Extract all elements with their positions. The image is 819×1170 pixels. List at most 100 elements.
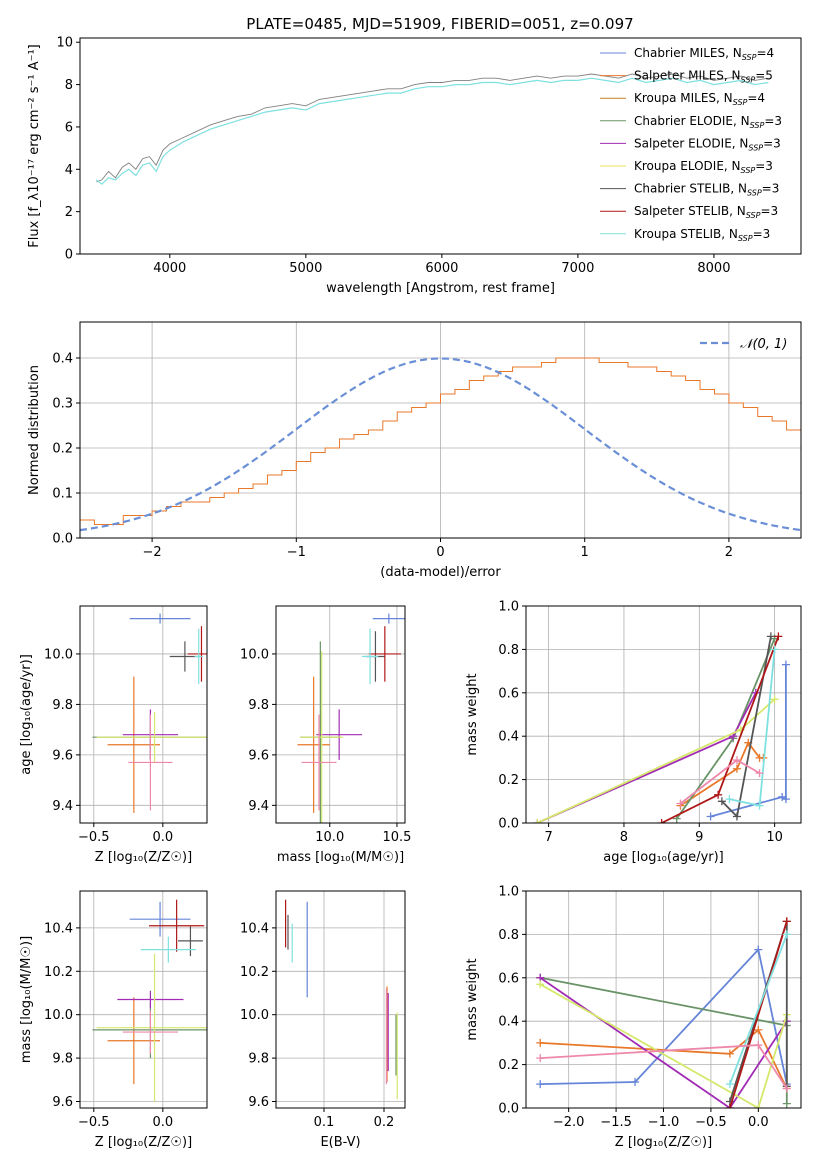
legend: Chabrier MILES, NSSP=4 Salpeter MILES, NS… [600, 46, 782, 243]
weight-marker [725, 1080, 734, 1089]
x-tick-label: 10.0 [315, 830, 344, 845]
plot-area [533, 632, 790, 823]
weight-marker [533, 819, 542, 823]
y-tick-label: 9.6 [248, 748, 269, 763]
y-axis-label: mass weight [465, 673, 480, 755]
weight-marker [782, 1099, 791, 1108]
weight-marker [781, 660, 790, 669]
spectrum-line-model [95, 77, 769, 185]
legend-label: Salpeter ELODIE, NSSP=3 [634, 136, 781, 152]
x-axis-label: (data-model)/error [380, 565, 501, 580]
x-axis-label: age [log₁₀(age/yr)] [603, 850, 724, 865]
weight-marker [732, 812, 741, 821]
x-tick-label: 0.0 [152, 1115, 173, 1130]
x-tick-label: 0.0 [748, 1115, 769, 1130]
weight-marker [782, 1084, 791, 1093]
panel-mass_vs_EBV: 0.1 0.2 9.6 9.8 10.0 10.2 10.4 E(B-V) [240, 890, 406, 1150]
weight-line-3 [539, 977, 788, 1108]
weight-marker [725, 1049, 734, 1058]
y-tick-label: 0.2 [52, 442, 73, 457]
weight-marker [732, 764, 741, 773]
y-tick-label: 6 [65, 120, 73, 135]
x-tick-label: 7 [544, 830, 552, 845]
y-tick-label: 2 [65, 205, 73, 220]
x-tick-label: −0.5 [695, 1115, 727, 1130]
y-axis-label: Normed distribution [27, 365, 42, 495]
weight-marker [536, 1080, 545, 1089]
weight-marker [717, 797, 726, 806]
x-tick-label: −1 [287, 545, 306, 560]
y-tick-label: 10.0 [44, 1008, 73, 1023]
y-tick-label: 9.4 [52, 799, 73, 814]
x-tick-label: −0.5 [78, 830, 110, 845]
weight-line-4 [539, 983, 788, 1108]
y-tick-label: 0.6 [498, 971, 519, 986]
x-tick-label: −1.0 [648, 1115, 680, 1130]
legend: 𝒩(0, 1) [700, 337, 787, 352]
y-tick-label: 0.2 [498, 1058, 519, 1073]
x-tick-label: 6000 [425, 261, 458, 276]
weight-marker [676, 799, 685, 808]
plot-area [92, 613, 207, 813]
y-tick-label: 9.6 [52, 748, 73, 763]
x-tick-label: −0.5 [78, 1115, 110, 1130]
x-tick-label: −1.5 [600, 1115, 632, 1130]
panel-mass_weight_vs_age: 7 8 9 10 0.0 0.2 0.4 0.6 0.8 1.0 age [log₁₀(age/yr… [465, 600, 802, 865]
y-tick-label: 8 [65, 78, 73, 93]
x-tick-label: 10 [766, 830, 783, 845]
y-tick-label: 1.0 [498, 600, 519, 615]
x-axis-label: wavelength [Angstrom, rest frame] [326, 281, 555, 296]
weight-marker [725, 795, 734, 804]
weight-marker [536, 980, 545, 989]
y-tick-label: 0 [65, 248, 73, 263]
legend-label: 𝒩(0, 1) [740, 337, 787, 352]
y-tick-label: 10.2 [44, 965, 73, 980]
weight-line-6 [729, 921, 788, 1108]
y-tick-label: 0.4 [52, 352, 73, 367]
weight-marker [657, 819, 666, 823]
plot-area [297, 613, 405, 823]
weight-line-7 [729, 649, 776, 807]
y-tick-label: 10.2 [240, 965, 269, 980]
weight-marker [754, 1041, 763, 1050]
y-axis-label: mass weight [465, 958, 480, 1040]
y-tick-label: 0.0 [52, 532, 73, 547]
x-tick-label: −2.0 [553, 1115, 585, 1130]
axes-frame [79, 37, 802, 255]
plot-area [536, 917, 791, 1108]
x-tick-label: 5000 [289, 261, 322, 276]
y-tick-label: 10 [56, 36, 73, 51]
panel-age_vs_Z: −0.5 0.0 9.4 9.6 9.8 10.0 Z [log₁₀(Z/Z☉)] age [… [19, 605, 208, 865]
x-axis-label: Z [log₁₀(Z/Z☉)] [95, 850, 192, 865]
weight-line-7 [729, 934, 788, 1085]
x-axis-label: Z [log₁₀(Z/Z☉)] [95, 1135, 192, 1150]
weight-marker [782, 930, 791, 939]
weight-marker [755, 801, 764, 810]
weight-marker [781, 795, 790, 804]
x-tick-label: 10.5 [382, 830, 411, 845]
weight-line-0 [540, 947, 788, 1085]
x-tick-label: 2 [725, 545, 733, 560]
weight-marker [770, 645, 779, 654]
weight-marker [536, 1038, 545, 1047]
weight-marker [770, 695, 779, 704]
y-tick-label: 0.8 [498, 643, 519, 658]
weight-marker [766, 632, 775, 641]
y-tick-label: 4 [65, 163, 73, 178]
y-axis-label: age [log₁₀(age/yr)] [19, 654, 34, 775]
x-axis-label: E(B-V) [320, 1135, 360, 1150]
weight-marker [536, 1054, 545, 1063]
y-tick-label: 0.8 [498, 928, 519, 943]
y-tick-label: 0.6 [498, 686, 519, 701]
y-axis-label: mass [log₁₀(M/M☉)] [19, 936, 34, 1063]
weight-marker [774, 632, 783, 641]
y-axis-label: Flux [f_λ10⁻¹⁷ erg cm⁻² s⁻¹ A⁻¹] [27, 44, 42, 248]
x-tick-label: 8000 [697, 261, 730, 276]
figure-title: PLATE=0485, MJD=51909, FIBERID=0051, z=0… [246, 15, 633, 33]
axes-frame [79, 605, 208, 824]
x-tick-label: −2 [143, 545, 162, 560]
legend-label: Kroupa ELODIE, NSSP=3 [634, 159, 773, 175]
plot-area [80, 357, 801, 532]
